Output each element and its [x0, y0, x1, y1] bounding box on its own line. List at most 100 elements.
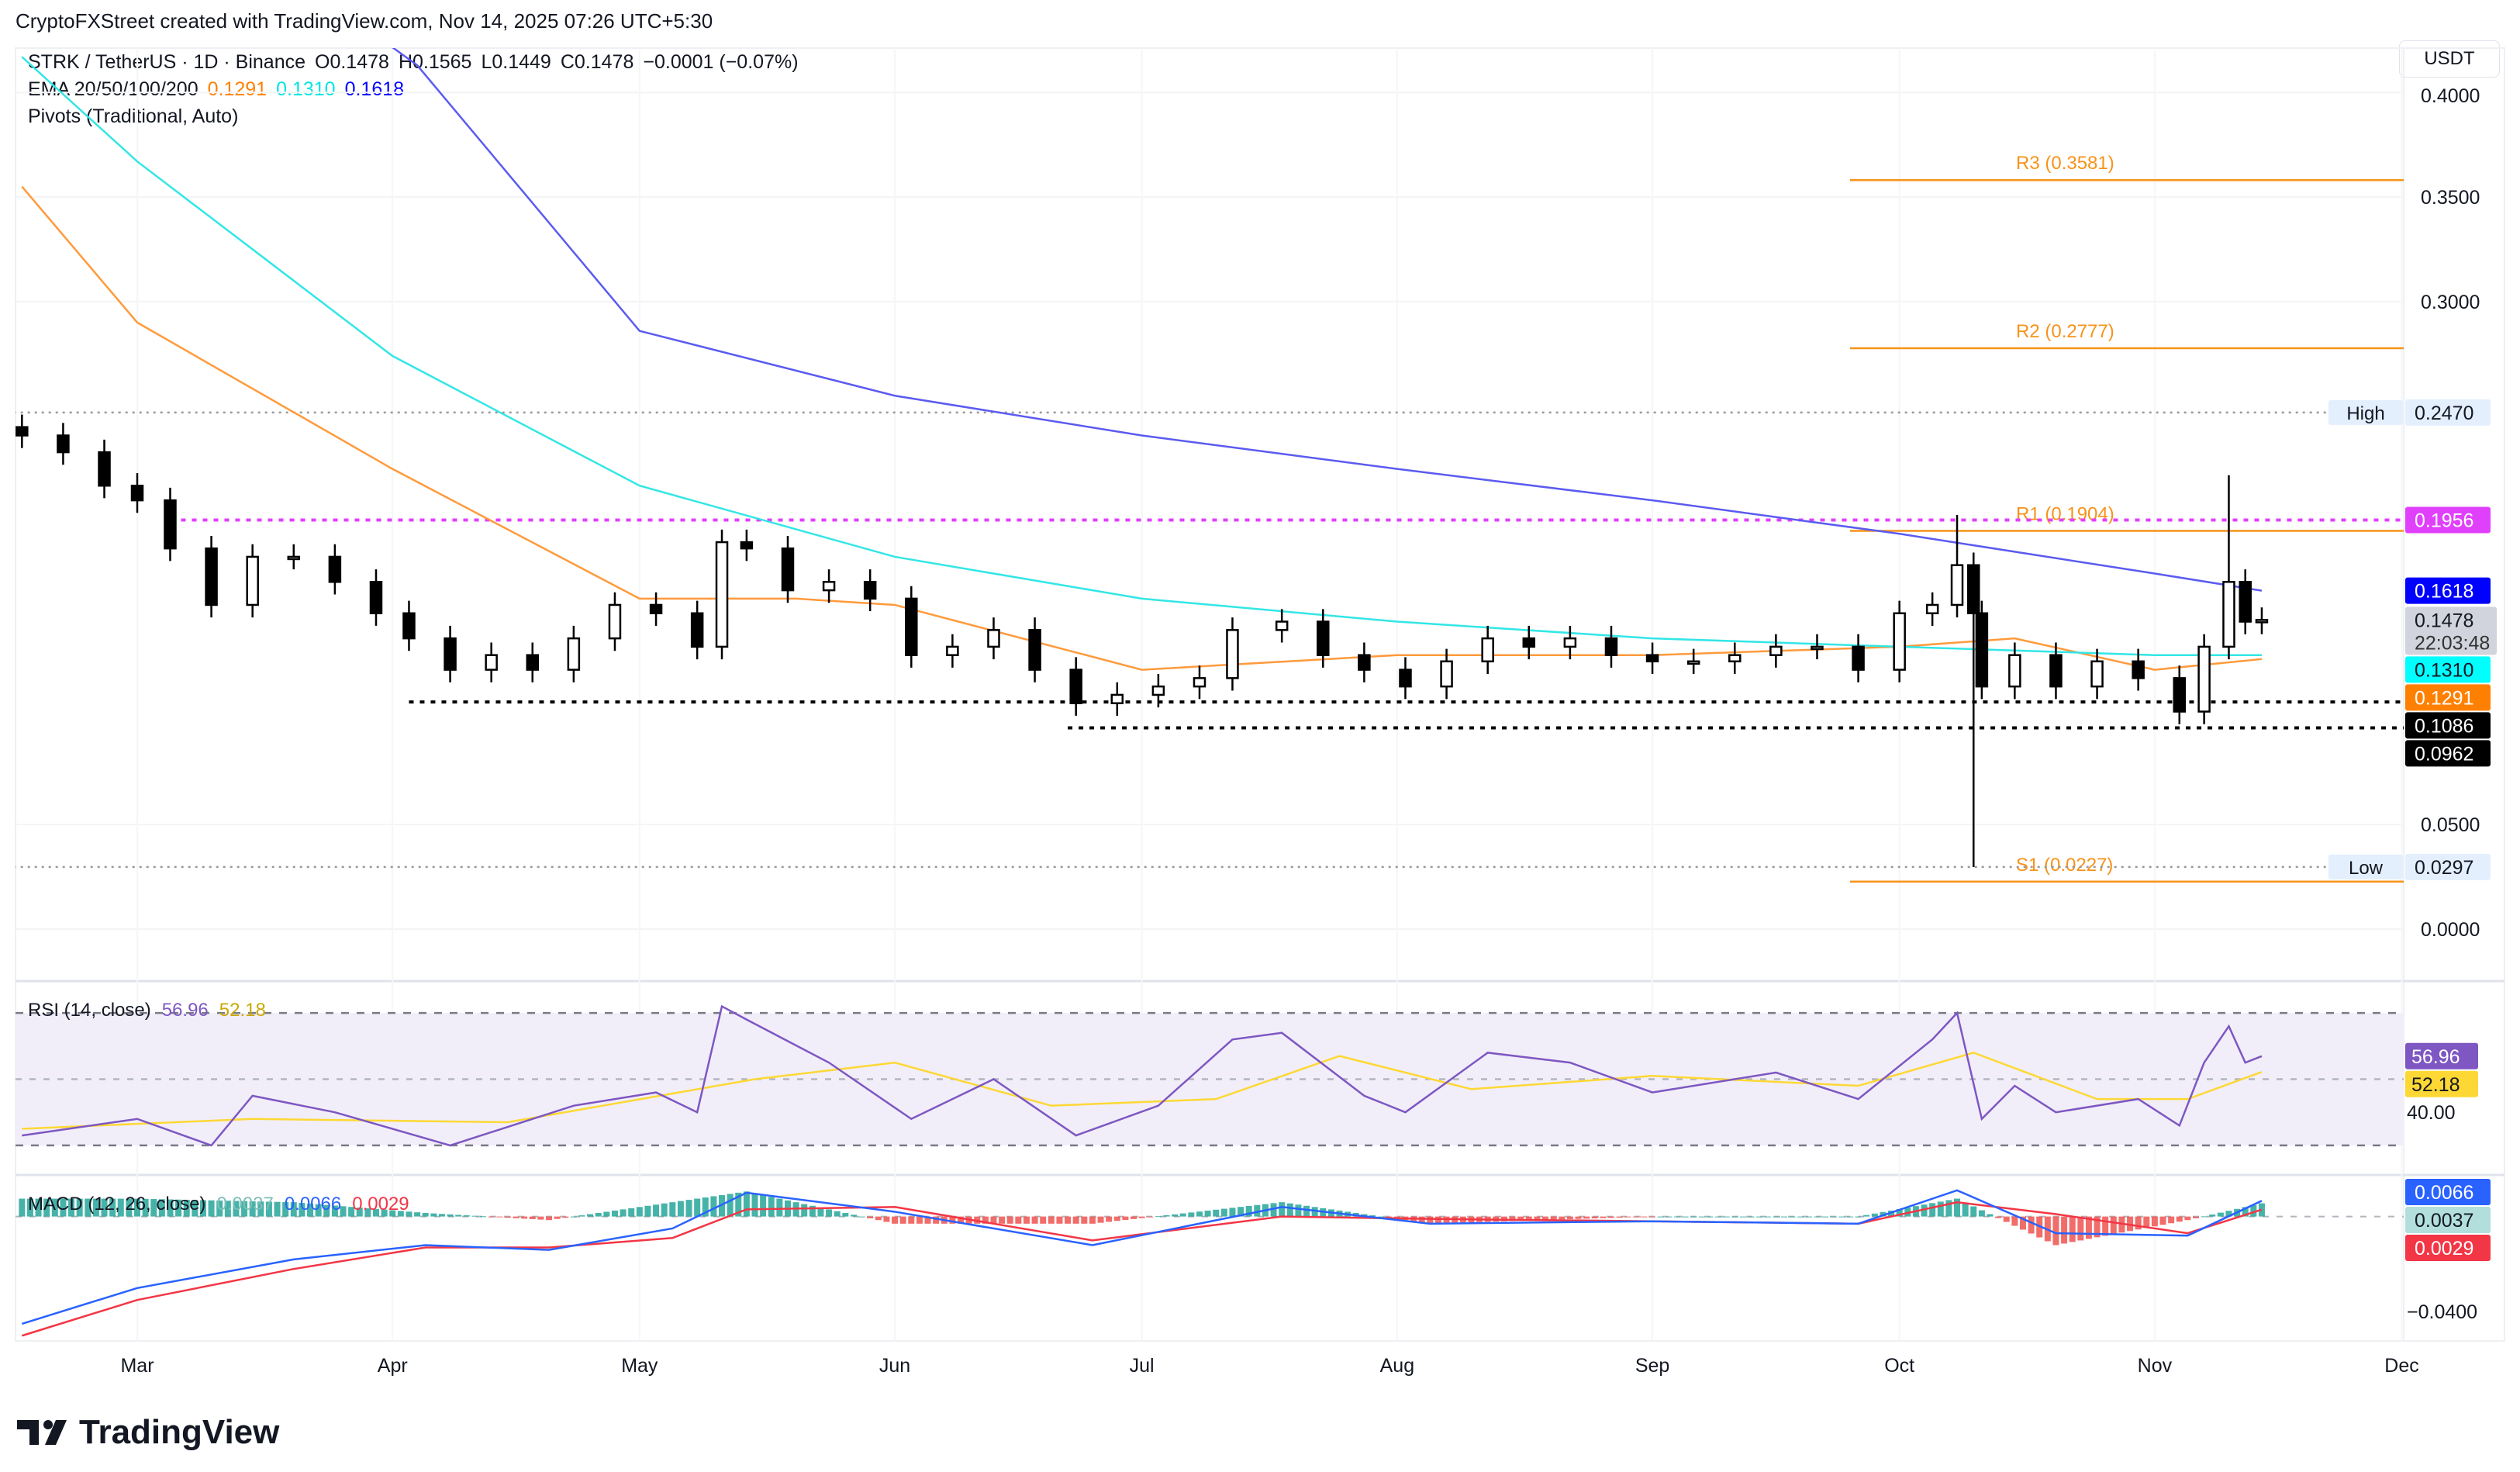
- macd-histogram-bar: [883, 1216, 890, 1222]
- currency-button[interactable]: USDT: [2399, 40, 2500, 78]
- macd-histogram-bar: [2061, 1216, 2068, 1244]
- candle-body: [246, 555, 259, 606]
- macd-histogram-bar: [710, 1196, 717, 1217]
- macd-histogram-bar: [150, 1199, 157, 1217]
- macd-histogram-bar: [1229, 1208, 1236, 1217]
- symbol-name[interactable]: STRK / TetherUS · 1D · Binance: [28, 51, 306, 73]
- pivots-legend[interactable]: Pivots (Traditional, Auto): [28, 105, 247, 128]
- macd-histogram-bar: [1204, 1210, 1211, 1217]
- macd-histogram-bar: [2193, 1216, 2199, 1218]
- macd-histogram-bar: [331, 1205, 338, 1217]
- macd-histogram-bar: [340, 1206, 347, 1217]
- macd-histogram-bar: [1559, 1216, 1566, 1220]
- price-tag-label: 0.0962: [2415, 743, 2473, 765]
- candle-body: [1193, 677, 1206, 688]
- macd-histogram-bar: [158, 1199, 165, 1217]
- macd-histogram-bar: [562, 1216, 569, 1218]
- macd-histogram-bar: [760, 1194, 767, 1217]
- macd-tag-label: 0.0029: [2415, 1238, 2473, 1259]
- candle-body: [98, 451, 111, 487]
- macd-histogram-bar: [2077, 1216, 2084, 1241]
- macd-histogram-bar: [2069, 1216, 2076, 1242]
- candle-body: [1275, 620, 1289, 631]
- macd-histogram-bar: [809, 1205, 816, 1217]
- macd-tick-label: −0.0400: [2407, 1301, 2477, 1323]
- macd-histogram-bar: [620, 1209, 627, 1217]
- rsi-tag-label: 56.96: [2411, 1046, 2460, 1068]
- macd-histogram-bar: [1172, 1214, 1179, 1217]
- macd-histogram-bar: [1113, 1216, 1120, 1221]
- ohlc-low: L0.1449: [481, 51, 551, 73]
- macd-histogram-bar: [982, 1216, 989, 1224]
- candle-body: [987, 629, 1000, 648]
- macd-histogram-bar: [2028, 1216, 2035, 1234]
- candle-body: [1893, 612, 1906, 671]
- macd-histogram-bar: [587, 1214, 594, 1217]
- macd-histogram-bar: [1245, 1205, 1252, 1217]
- rsi-band: [16, 1013, 2404, 1145]
- candle-body: [1967, 564, 1980, 615]
- macd-histogram-bar: [1616, 1216, 1623, 1218]
- macd-histogram-bar: [471, 1215, 478, 1217]
- candle-body: [130, 484, 144, 502]
- candle-body: [608, 603, 622, 640]
- ema-50-value: 0.1291: [207, 78, 268, 100]
- macd-histogram-bar: [2201, 1216, 2208, 1218]
- macd-histogram-bar: [447, 1214, 454, 1217]
- macd-histogram-bar: [850, 1215, 857, 1217]
- price-tag-label: 0.1291: [2415, 687, 2473, 709]
- macd-tag-bg: [2405, 1207, 2491, 1233]
- candle-body: [1399, 669, 1412, 688]
- macd-histogram-bar: [1377, 1216, 1384, 1218]
- ema-line: [21, 185, 2263, 671]
- macd-histogram-bar: [2011, 1216, 2018, 1226]
- symbol-legend: STRK / TetherUS · 1D · Binance O0.1478 H0.…: [28, 51, 808, 74]
- macd-histogram-bar: [1575, 1216, 1582, 1219]
- ohlc-close: C0.1478: [560, 51, 634, 73]
- macd-histogram-bar: [1015, 1216, 1022, 1224]
- macd-histogram-bar: [142, 1198, 149, 1217]
- candle-body: [715, 541, 729, 648]
- macd-histogram-bar: [958, 1216, 964, 1224]
- ema-200-value: 0.1618: [344, 78, 405, 100]
- macd-histogram-bar: [2250, 1204, 2257, 1217]
- macd-histogram-bar: [397, 1211, 404, 1217]
- candle-body: [1604, 637, 1618, 656]
- macd-histogram-bar: [1781, 1216, 1787, 1218]
- candle-body: [369, 581, 383, 615]
- macd-histogram-bar: [1550, 1216, 1557, 1220]
- macd-histogram-bar: [603, 1211, 610, 1217]
- macd-histogram-bar: [438, 1214, 445, 1217]
- macd-histogram-bar: [92, 1198, 99, 1217]
- macd-histogram-bar: [26, 1198, 33, 1217]
- macd-histogram-bar: [1666, 1216, 1673, 1218]
- candle-body: [2239, 581, 2252, 623]
- macd-histogram-bar: [1031, 1216, 1038, 1224]
- macd-histogram-bar: [85, 1198, 91, 1217]
- macd-histogram-bar: [1773, 1216, 1780, 1218]
- candle-body: [740, 541, 754, 550]
- macd-histogram-bar: [1254, 1204, 1261, 1217]
- rsi-ma-line: [22, 1052, 2263, 1130]
- macd-histogram-bar: [208, 1200, 215, 1217]
- macd-histogram-bar: [2217, 1212, 2224, 1217]
- macd-histogram-bar: [751, 1193, 758, 1217]
- macd-histogram-bar: [2159, 1216, 2166, 1225]
- macd-histogram-bar: [1220, 1208, 1227, 1217]
- candle-body: [2132, 660, 2145, 679]
- macd-histogram-bar: [916, 1216, 923, 1224]
- macd-histogram-bar: [2184, 1216, 2191, 1221]
- macd-histogram-bar: [1748, 1216, 1755, 1218]
- candle-body: [328, 555, 342, 583]
- time-tick-label: Nov: [2138, 1355, 2173, 1377]
- macd-histogram-bar: [653, 1204, 660, 1217]
- macd-histogram-bar: [990, 1216, 997, 1224]
- macd-histogram-bar: [233, 1201, 240, 1217]
- candle-body: [1769, 645, 1783, 656]
- price-tag-label: 0.1956: [2415, 510, 2473, 531]
- macd-histogram-bar: [1517, 1216, 1524, 1221]
- macd-histogram-bar: [677, 1201, 684, 1217]
- candle-body: [1226, 629, 1239, 679]
- macd-histogram-bar: [241, 1201, 248, 1217]
